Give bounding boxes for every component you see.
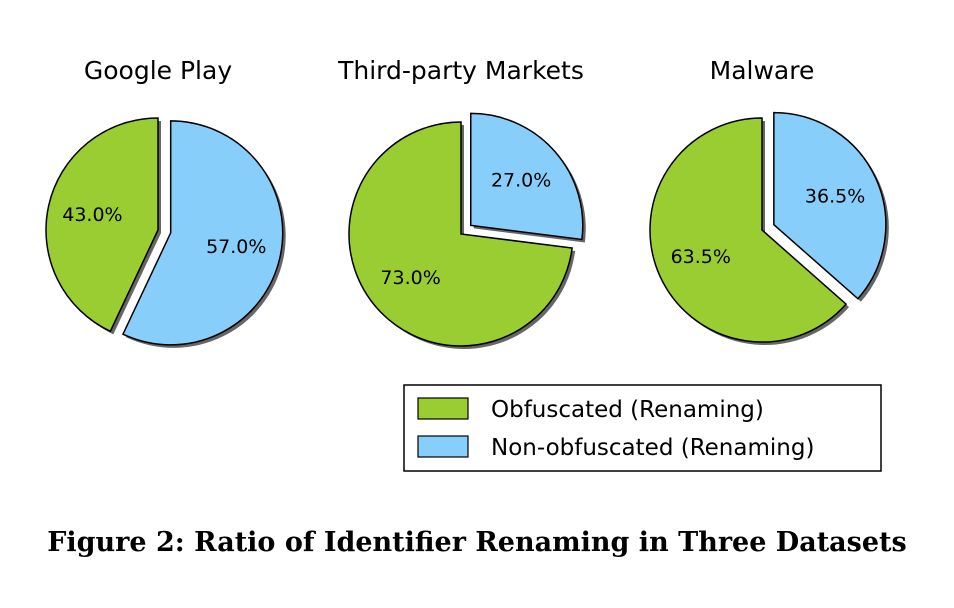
legend-label-non-obfuscated: Non-obfuscated (Renaming) [491, 435, 814, 461]
pie-title: Malware [710, 56, 815, 85]
legend-box [403, 384, 882, 472]
pie-slice-label: 36.5% [805, 185, 865, 207]
pies-group: Google Play 43.0% 57.0% Third-party Markets… [45, 56, 889, 349]
pie-slice-label: 57.0% [206, 236, 266, 258]
pie-title: Third-party Markets [337, 56, 584, 85]
pie-slice-label: 63.5% [671, 246, 731, 268]
pie-third-party-markets: Third-party Markets 73.0% 27.0% [337, 56, 586, 349]
pie-title: Google Play [84, 56, 232, 85]
legend-swatch-obfuscated [417, 397, 469, 420]
pie-charts-figure: Google Play 43.0% 57.0% Third-party Markets… [45, 56, 889, 472]
pie-slice-obfuscated-renaming [348, 121, 573, 347]
legend-swatch-non-obfuscated [417, 435, 469, 458]
legend: Obfuscated (Renaming) Non-obfuscated (Re… [403, 384, 882, 472]
legend-label-obfuscated: Obfuscated (Renaming) [491, 397, 764, 423]
pie-slice-obfuscated-renaming [45, 117, 159, 333]
pie-google-play: Google Play 43.0% 57.0% [45, 56, 286, 348]
pie-slice-non-obfuscated-renaming [773, 111, 887, 300]
figure-caption: Figure 2: Ratio of Identifier Renaming i… [47, 527, 907, 558]
pie-slice-label: 27.0% [491, 169, 551, 191]
pie-slice-obfuscated-renaming [649, 117, 848, 343]
pie-slice-label: 43.0% [62, 204, 122, 226]
pie-malware: Malware 63.5% 36.5% [649, 56, 889, 346]
pie-slice-non-obfuscated-renaming [470, 112, 584, 241]
pie-slice-non-obfuscated-renaming [122, 120, 284, 346]
pie-slice-label: 73.0% [380, 267, 440, 289]
